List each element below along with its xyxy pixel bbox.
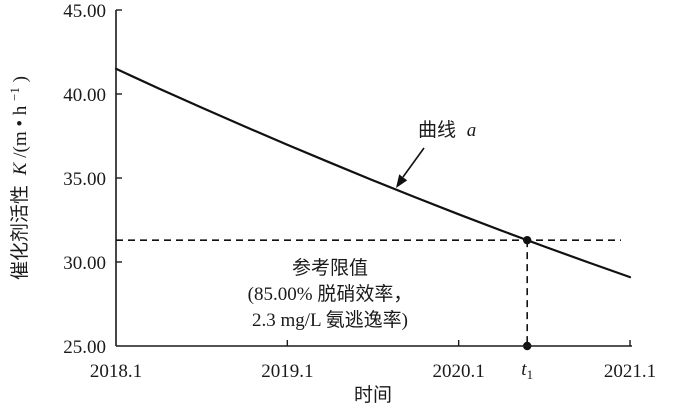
y-axis-title-unit: /(m • h: [10, 105, 31, 158]
y-axis-title: 催化剂活性 K /(m • h −1 ): [3, 76, 31, 280]
curve-annotation-arrow-head: [396, 174, 408, 188]
reference-label-line: 参考限值: [292, 257, 368, 279]
curve-annotation-var: a: [467, 120, 477, 141]
marker-label: t1: [521, 359, 533, 382]
curve-annotation: 曲线 a: [396, 119, 476, 188]
x-tick-label: 2021.1: [604, 361, 656, 382]
reference-label-line: 2.3 mg/L 氨逃逸率): [252, 309, 408, 331]
x-tick-label: 2020.1: [433, 361, 485, 382]
plot-area: 25.00 30.00 35.00 40.00 45.00 2018.1 2019.1 202…: [63, 1, 656, 382]
y-tick-label: 40.00: [63, 85, 106, 106]
marker-label-var: t: [521, 359, 527, 380]
x-axis-title: 时间: [354, 384, 392, 406]
y-tick-label: 30.00: [63, 253, 106, 274]
x-tick-label: 2019.1: [261, 361, 313, 382]
marker-point: [523, 235, 532, 245]
curve-annotation-text: 曲线: [418, 119, 456, 141]
curve-annotation-label: 曲线 a: [418, 119, 476, 141]
series-curve-a: [114, 67, 632, 279]
reference-label-line: (85.00% 脱硝效率，: [248, 283, 413, 305]
marker-label-subscript: 1: [527, 367, 534, 382]
y-tick-label: 25.00: [63, 337, 106, 358]
y-axis-title-unit-exponent: −1: [7, 87, 22, 101]
y-axis-title-unit-close: ): [10, 76, 31, 82]
x-tick-label: 2018.1: [90, 361, 142, 382]
y-axis-title-name: 催化剂活性: [9, 185, 31, 280]
y-tick-label: 35.00: [63, 169, 106, 190]
y-axis-title-var: K: [10, 161, 31, 176]
curve-annotation-arrow-shaft: [402, 147, 425, 178]
y-tick-label: 45.00: [63, 1, 106, 22]
